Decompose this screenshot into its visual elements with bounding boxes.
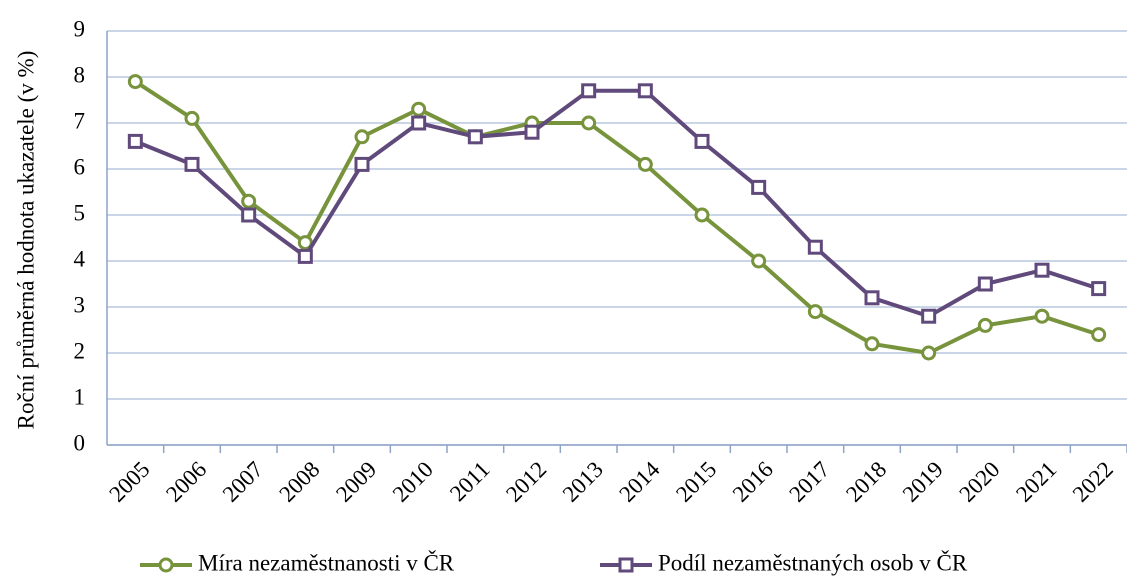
data-point (467, 129, 483, 145)
x-tick-label: 2018 (841, 457, 891, 507)
data-point (921, 308, 937, 324)
data-point (581, 83, 597, 99)
y-tick-label: 1 (74, 384, 86, 409)
data-point (921, 345, 937, 361)
x-tick-label: 2019 (898, 457, 948, 507)
x-tick-label: 2013 (558, 457, 608, 507)
y-tick-label: 9 (74, 16, 86, 41)
data-point (977, 276, 993, 292)
data-point (751, 179, 767, 195)
data-point (637, 156, 653, 172)
data-point (297, 235, 313, 251)
legend-label: Podíl nezaměstnaných osob v ČR (658, 549, 968, 575)
x-tick-label: 2008 (274, 457, 324, 507)
data-point (354, 129, 370, 145)
data-point (1034, 262, 1050, 278)
data-point (127, 133, 143, 149)
data-point (581, 115, 597, 131)
x-tick-label: 2011 (445, 457, 495, 507)
legend-label: Míra nezaměstnanosti v ČR (198, 549, 455, 575)
legend-marker (618, 557, 634, 573)
y-tick-label: 6 (74, 154, 86, 179)
legend-marker (158, 557, 174, 573)
data-point (241, 207, 257, 223)
data-point (694, 133, 710, 149)
x-tick-label: 2016 (728, 457, 778, 507)
y-tick-label: 5 (74, 200, 86, 225)
y-tick-label: 2 (74, 338, 86, 363)
data-point (184, 110, 200, 126)
x-tick-label: 2010 (388, 457, 438, 507)
x-tick-label: 2021 (1011, 457, 1061, 507)
data-point (637, 83, 653, 99)
data-point (411, 115, 427, 131)
data-point (127, 74, 143, 90)
data-point (1034, 308, 1050, 324)
data-point (354, 156, 370, 172)
data-point (1091, 281, 1107, 297)
data-point (524, 124, 540, 140)
x-tick-label: 2012 (501, 457, 551, 507)
data-point (864, 290, 880, 306)
y-tick-label: 0 (74, 430, 86, 455)
series-line (134, 88, 1100, 319)
data-point (751, 253, 767, 269)
y-tick-label: 7 (74, 108, 86, 133)
data-point (1091, 327, 1107, 343)
data-point (807, 304, 823, 320)
x-tick-label: 2007 (218, 457, 268, 507)
y-axis-label: Roční průměrná hodnota ukazatele (v %) (13, 51, 38, 430)
series-line (134, 79, 1100, 355)
x-tick-label: 2017 (784, 457, 834, 507)
data-point (694, 207, 710, 223)
y-tick-label: 8 (74, 62, 86, 87)
x-tick-label: 2015 (671, 457, 721, 507)
x-tick-label: 2006 (161, 457, 211, 507)
x-tick-label: 2022 (1068, 457, 1118, 507)
y-tick-label: 3 (74, 292, 86, 317)
data-point (411, 101, 427, 117)
x-tick-label: 2020 (954, 457, 1004, 507)
data-point (241, 193, 257, 209)
data-point (864, 336, 880, 352)
data-point (297, 248, 313, 264)
data-point (807, 239, 823, 255)
data-point (977, 317, 993, 333)
data-point (184, 156, 200, 172)
x-tick-label: 2009 (331, 457, 381, 507)
x-tick-label: 2014 (614, 456, 665, 507)
y-tick-label: 4 (74, 246, 86, 271)
x-tick-label: 2005 (104, 457, 154, 507)
